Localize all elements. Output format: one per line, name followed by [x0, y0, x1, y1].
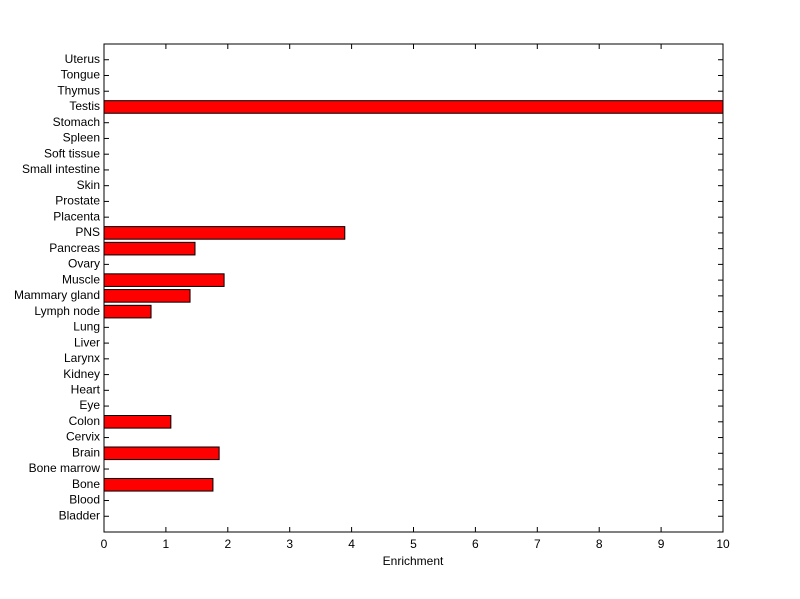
x-axis-label: Enrichment	[383, 554, 444, 568]
bar	[103, 273, 225, 287]
x-tick-label: 7	[534, 537, 541, 551]
x-tick-label: 0	[101, 537, 108, 551]
y-tick-label: Liver	[74, 335, 100, 349]
bar	[103, 304, 152, 319]
x-tick-label: 3	[286, 537, 293, 551]
y-tick-label: Small intestine	[22, 162, 100, 176]
y-tick-label: Soft tissue	[44, 146, 100, 160]
y-tick-label: Placenta	[53, 209, 100, 223]
y-tick-label: Brain	[72, 445, 100, 459]
y-tick-label: Larynx	[64, 351, 100, 365]
y-tick-label: Colon	[69, 414, 100, 428]
x-tick-label: 10	[716, 537, 730, 551]
x-tick-label: 2	[224, 537, 231, 551]
y-tick-label: Lymph node	[34, 304, 100, 318]
y-tick-label: Kidney	[63, 367, 100, 381]
y-tick-label: Bladder	[59, 508, 100, 522]
x-tick-label: 8	[596, 537, 603, 551]
x-tick-label: 5	[410, 537, 417, 551]
y-tick-label: Prostate	[55, 194, 100, 208]
y-tick-label: Spleen	[63, 131, 100, 145]
bar	[103, 100, 724, 114]
y-tick-label: Skin	[77, 178, 100, 192]
bar	[103, 415, 172, 429]
y-tick-label: Heart	[71, 382, 101, 396]
x-tick-label: 1	[163, 537, 170, 551]
y-tick-label: Mammary gland	[14, 288, 100, 302]
y-tick-label: Cervix	[66, 430, 100, 444]
y-tick-label: Stomach	[53, 115, 100, 129]
y-tick-label: Bone marrow	[29, 461, 101, 475]
y-tick-label: Tongue	[61, 68, 101, 82]
bar	[103, 446, 220, 461]
x-tick-label: 9	[658, 537, 665, 551]
y-tick-label: Ovary	[68, 257, 100, 271]
y-tick-label: Eye	[79, 398, 100, 412]
bar	[103, 241, 196, 256]
y-tick-label: Lung	[73, 320, 100, 334]
y-tick-label: Blood	[69, 493, 100, 507]
y-tick-label: PNS	[75, 225, 100, 239]
x-tick-label: 4	[348, 537, 355, 551]
bar	[103, 226, 346, 240]
y-tick-label: Pancreas	[49, 241, 100, 255]
bar	[103, 477, 214, 492]
x-tick-label: 6	[472, 537, 479, 551]
y-tick-label: Testis	[69, 99, 100, 113]
y-tick-label: Muscle	[62, 272, 100, 286]
y-tick-label: Uterus	[65, 52, 100, 66]
y-tick-label: Bone	[72, 477, 100, 491]
y-tick-label: Thymus	[57, 83, 100, 97]
bar	[103, 289, 191, 303]
